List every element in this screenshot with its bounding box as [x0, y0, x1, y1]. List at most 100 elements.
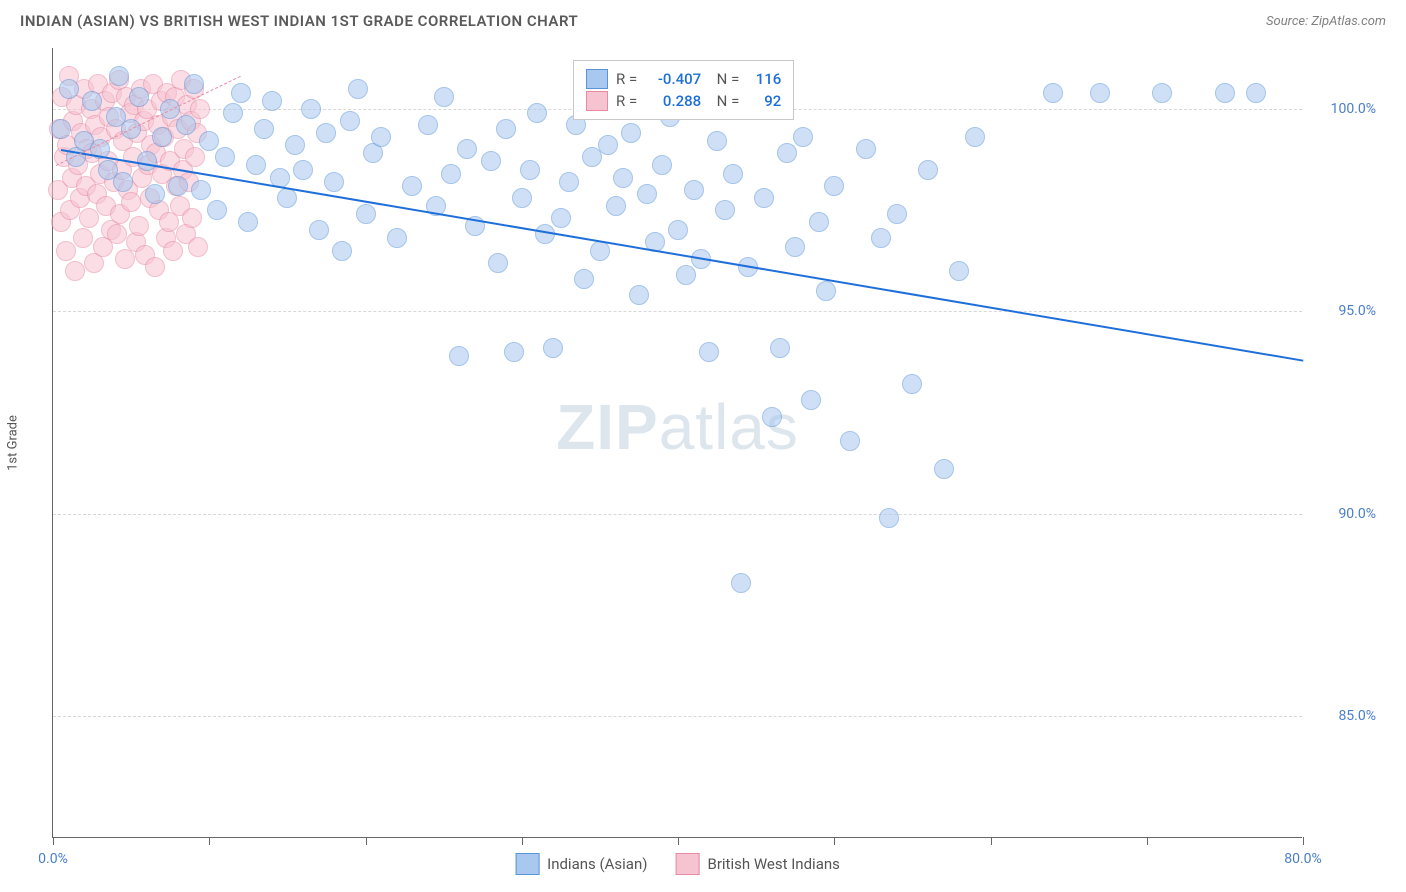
scatter-point [762, 407, 782, 427]
scatter-point [856, 139, 876, 159]
scatter-point [488, 253, 508, 273]
stat-n-value: 116 [747, 70, 781, 88]
scatter-point [121, 192, 141, 212]
stat-n-label: N = [709, 70, 739, 88]
gridline-h [53, 311, 1302, 312]
scatter-point [113, 172, 133, 192]
scatter-point [293, 160, 313, 180]
scatter-point [277, 188, 297, 208]
legend-label: British West Indians [707, 855, 839, 873]
scatter-point [652, 155, 672, 175]
scatter-point [559, 172, 579, 192]
scatter-point [965, 127, 985, 147]
scatter-point [107, 224, 127, 244]
scatter-point [79, 208, 99, 228]
legend-swatch [515, 853, 539, 875]
scatter-point [246, 155, 266, 175]
xtick [1147, 837, 1148, 845]
scatter-point [59, 79, 79, 99]
chart-container: 1st Grade ZIPatlas 85.0%90.0%95.0%100.0%… [52, 48, 1386, 838]
scatter-point [668, 220, 688, 240]
ytick-label: 95.0% [1338, 303, 1376, 319]
scatter-point [301, 99, 321, 119]
scatter-point [816, 281, 836, 301]
scatter-point [527, 103, 547, 123]
ytick-label: 100.0% [1331, 101, 1376, 117]
source-attribution: Source: ZipAtlas.com [1266, 14, 1386, 29]
scatter-point [184, 74, 204, 94]
scatter-point [185, 147, 205, 167]
xtick [678, 837, 679, 845]
scatter-point [348, 79, 368, 99]
scatter-point [51, 119, 71, 139]
scatter-point [1152, 83, 1172, 103]
legend-swatch [586, 69, 608, 89]
scatter-point [887, 204, 907, 224]
y-axis-label: 1st Grade [6, 415, 21, 471]
scatter-point [754, 188, 774, 208]
xtick-label: 80.0% [1284, 851, 1322, 867]
scatter-point [1043, 83, 1063, 103]
scatter-point [356, 204, 376, 224]
ytick-label: 85.0% [1338, 708, 1376, 724]
legend-swatch [675, 853, 699, 875]
scatter-point [824, 176, 844, 196]
watermark: ZIPatlas [556, 390, 799, 464]
scatter-point [902, 374, 922, 394]
scatter-point [109, 66, 129, 86]
scatter-point [434, 87, 454, 107]
scatter-point [145, 257, 165, 277]
scatter-point [801, 390, 821, 410]
legend-item: Indians (Asian) [515, 853, 647, 875]
scatter-point [629, 285, 649, 305]
scatter-point [606, 196, 626, 216]
chart-title: INDIAN (ASIAN) VS BRITISH WEST INDIAN 1S… [20, 12, 578, 30]
scatter-point [949, 261, 969, 281]
scatter-point [152, 127, 172, 147]
xtick [366, 837, 367, 845]
scatter-point [707, 131, 727, 151]
legend-swatch [586, 91, 608, 111]
scatter-point [190, 99, 210, 119]
scatter-point [871, 228, 891, 248]
stat-r-label: R = [616, 70, 637, 88]
scatter-point [199, 131, 219, 151]
scatter-point [809, 212, 829, 232]
scatter-point [163, 241, 183, 261]
xtick [209, 837, 210, 845]
scatter-point [520, 160, 540, 180]
xtick-label: 0.0% [38, 851, 68, 867]
scatter-point [254, 119, 274, 139]
scatter-point [715, 200, 735, 220]
scatter-point [840, 431, 860, 451]
scatter-point [215, 147, 235, 167]
legend-item: British West Indians [675, 853, 839, 875]
scatter-point [223, 103, 243, 123]
scatter-point [402, 176, 422, 196]
scatter-point [262, 91, 282, 111]
scatter-point [496, 119, 516, 139]
scatter-point [418, 115, 438, 135]
scatter-point [543, 338, 563, 358]
scatter-point [316, 123, 336, 143]
trend-line [61, 149, 1304, 362]
stat-row: R =-0.407 N =116 [586, 69, 781, 89]
scatter-point [238, 212, 258, 232]
scatter-point [188, 237, 208, 257]
stat-n-label: N = [709, 92, 739, 110]
gridline-h [53, 716, 1302, 717]
scatter-point [621, 123, 641, 143]
stat-r-label: R = [616, 92, 637, 110]
watermark-rest: atlas [659, 391, 799, 463]
gridline-h [53, 514, 1302, 515]
scatter-point [512, 188, 532, 208]
scatter-point [129, 87, 149, 107]
scatter-point [598, 135, 618, 155]
scatter-point [574, 269, 594, 289]
stat-n-value: 92 [747, 92, 781, 110]
scatter-point [785, 237, 805, 257]
scatter-point [145, 184, 165, 204]
scatter-point [309, 220, 329, 240]
scatter-point [613, 168, 633, 188]
legend: Indians (Asian) British West Indians [515, 853, 840, 875]
